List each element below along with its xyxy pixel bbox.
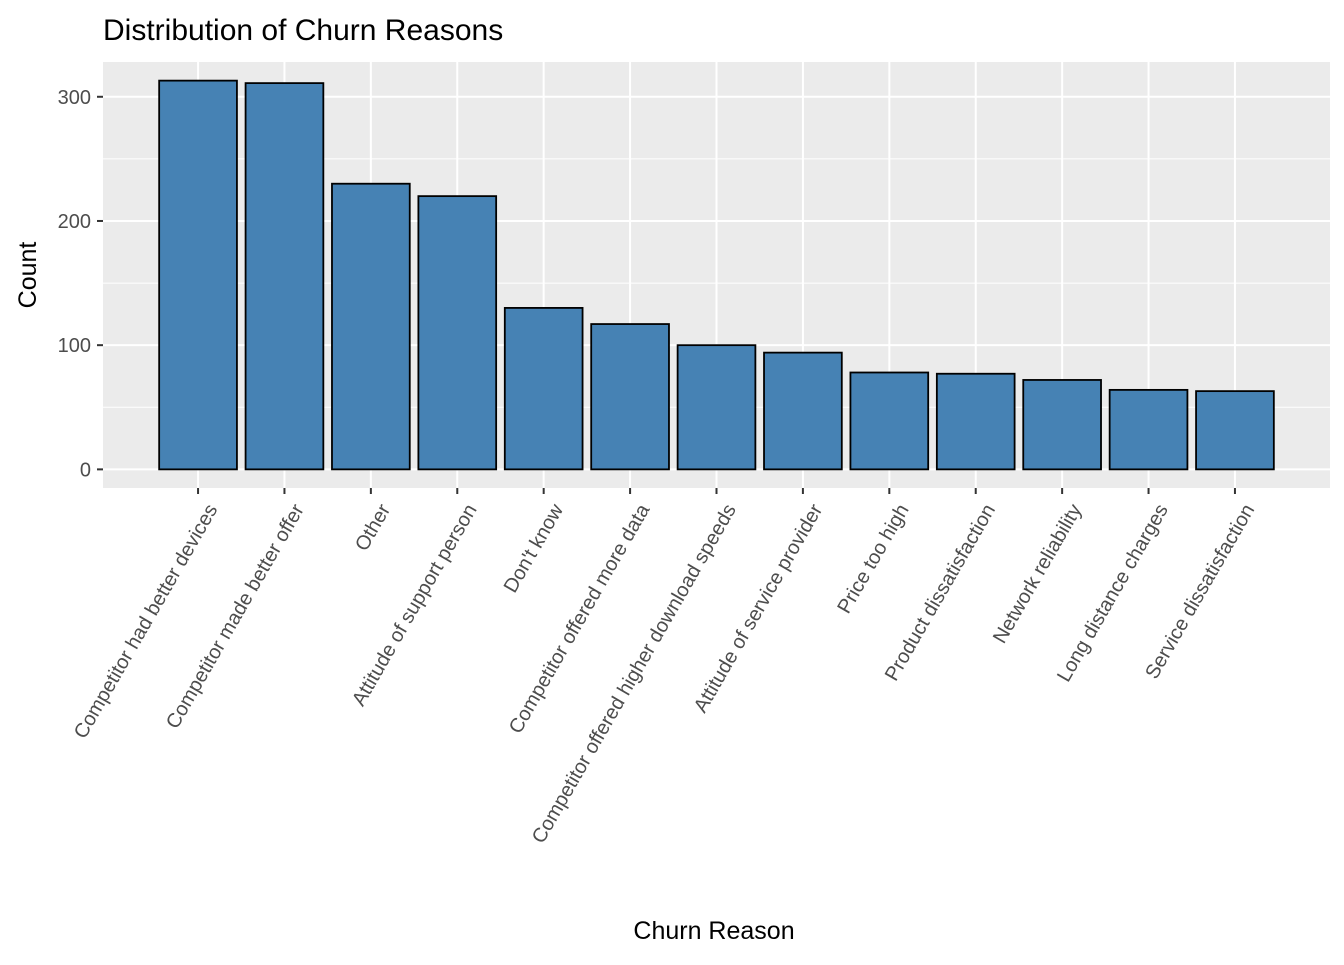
- x-tick-label: Don't know: [500, 500, 568, 597]
- y-axis: 0 100 200 300: [58, 87, 103, 481]
- x-axis-title: Churn Reason: [633, 917, 794, 945]
- bar: [1108, 388, 1189, 471]
- bars: [158, 79, 1275, 471]
- bar: [158, 79, 238, 471]
- x-tick-label: Competitor offered more data: [505, 500, 655, 738]
- bar: [590, 323, 670, 471]
- bar: [244, 82, 325, 471]
- y-tick-label: 300: [58, 87, 91, 109]
- bar: [503, 307, 584, 471]
- y-axis-title: Count: [14, 242, 42, 309]
- bar: [417, 195, 498, 471]
- y-tick-label: 100: [58, 335, 91, 357]
- bar: [1195, 390, 1275, 471]
- x-tick-label: Network reliability: [989, 501, 1086, 648]
- bar: [935, 372, 1016, 471]
- bar: [763, 351, 843, 471]
- bar: [676, 344, 757, 471]
- y-tick-label: 0: [80, 459, 91, 481]
- x-axis: Competitor had better devices Competitor …: [70, 488, 1259, 847]
- x-tick-label: Other: [351, 500, 395, 555]
- bar: [1022, 379, 1102, 471]
- x-tick-label: Competitor had better devices: [70, 501, 222, 743]
- x-tick-label: Price too high: [833, 501, 913, 618]
- bar: [849, 371, 930, 471]
- bar: [331, 182, 411, 471]
- y-tick-label: 200: [58, 211, 91, 233]
- chart-title: Distribution of Churn Reasons: [103, 14, 503, 47]
